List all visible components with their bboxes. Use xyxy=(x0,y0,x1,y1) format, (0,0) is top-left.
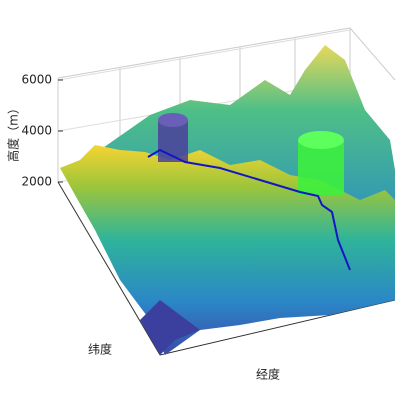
terrain xyxy=(60,45,395,355)
y-axis-label: 纬度 xyxy=(88,342,112,357)
z-tick-label: 6000 xyxy=(21,73,52,87)
grid-line xyxy=(57,29,351,81)
z-tick-label: 4000 xyxy=(21,124,52,138)
axes-box xyxy=(57,27,396,356)
x-axis-label: 经度 xyxy=(256,367,280,382)
z-tick-label: 2000 xyxy=(21,175,52,189)
z-axis-label: 高度（m） xyxy=(6,102,21,162)
obstacles xyxy=(158,113,344,195)
path xyxy=(147,148,351,271)
